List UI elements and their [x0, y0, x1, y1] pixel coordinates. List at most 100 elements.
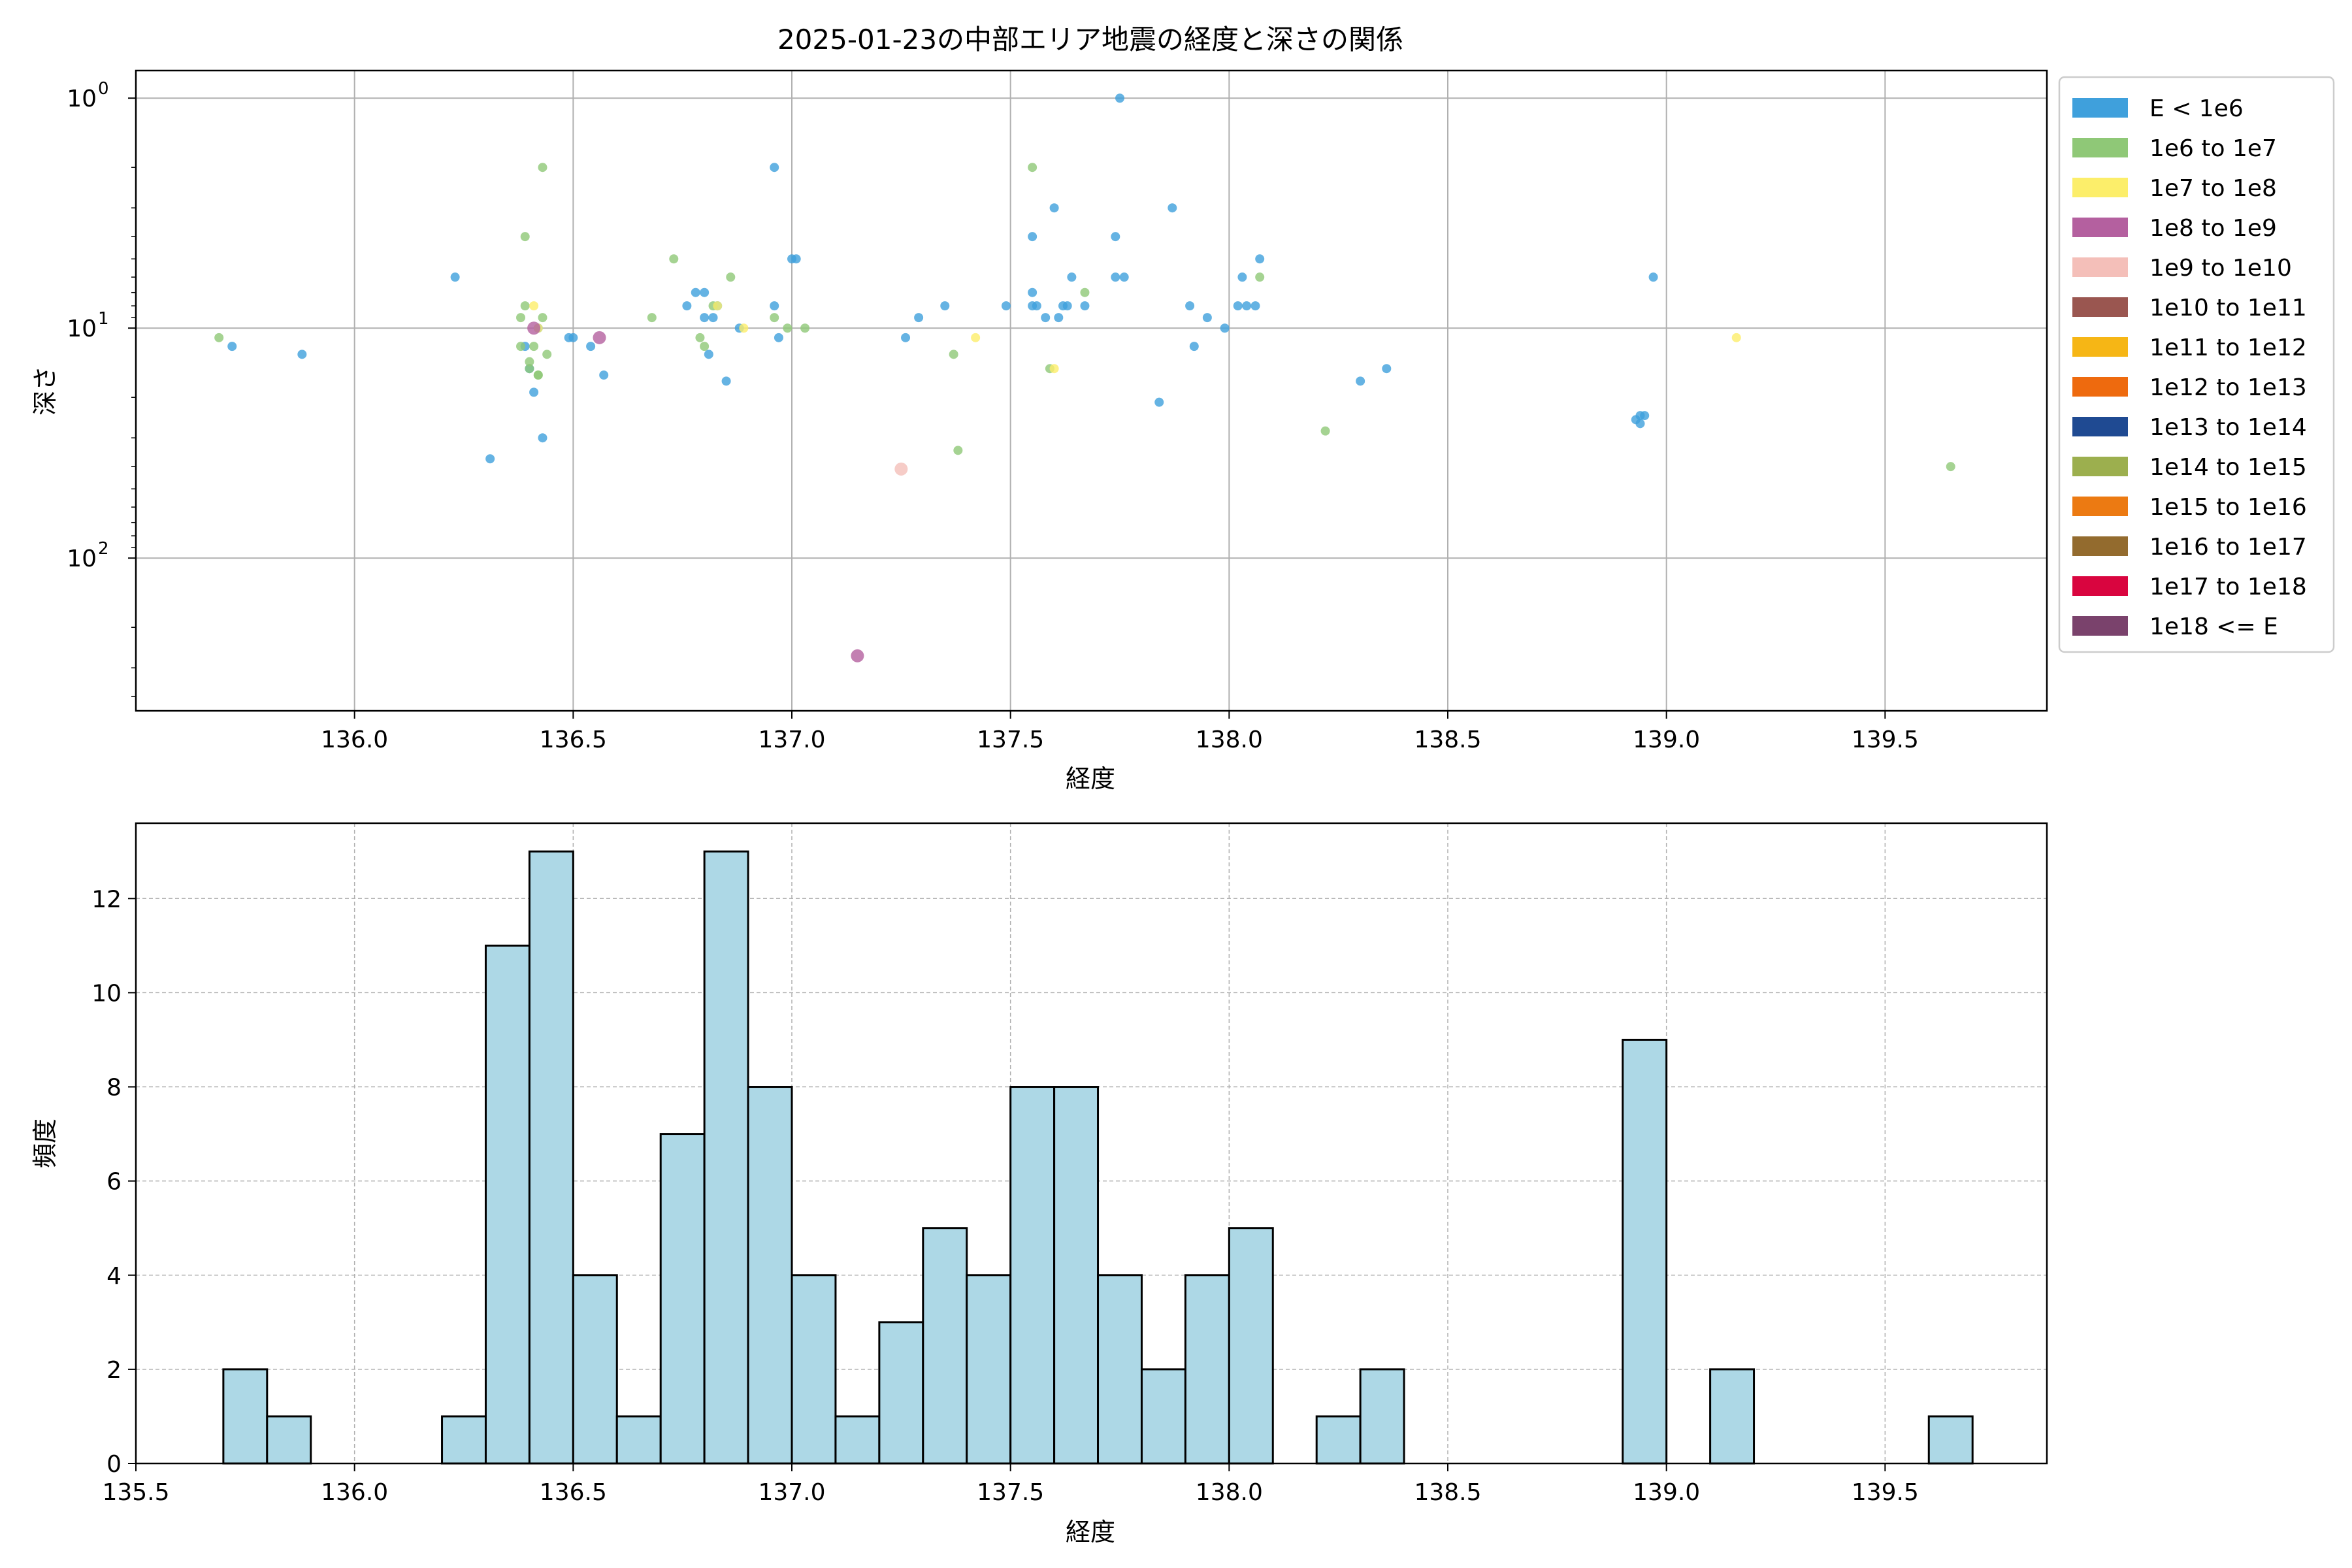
- data-point: [791, 254, 801, 264]
- legend-label: 1e11 to 1e12: [2149, 335, 2307, 361]
- data-point: [940, 301, 950, 311]
- histogram-bar: [922, 1227, 968, 1465]
- x-tick-label: 135.5: [102, 1479, 169, 1506]
- legend-label: 1e17 to 1e18: [2149, 574, 2307, 600]
- data-points: [214, 93, 1955, 662]
- data-point: [695, 333, 705, 342]
- histogram-chart: 135.5 136.0 136.5 137.0 137.5 138.0 138.5 139.0…: [31, 822, 2048, 1546]
- legend-label: 1e7 to 1e8: [2149, 175, 2277, 202]
- data-point: [1242, 301, 1252, 311]
- histogram-bar: [834, 1415, 881, 1465]
- legend-swatch: [2072, 218, 2128, 237]
- x-tick-label: 136.5: [540, 1479, 607, 1506]
- x-tick-label: 138.0: [1196, 727, 1263, 753]
- histogram-bar: [791, 1274, 837, 1465]
- data-point: [770, 301, 779, 311]
- data-point: [901, 333, 911, 342]
- x-tick-label: 138.5: [1414, 727, 1481, 753]
- legend-swatch: [2072, 98, 2128, 118]
- y-tick-label: 10: [67, 86, 97, 112]
- data-point: [971, 333, 981, 342]
- data-point: [520, 301, 530, 311]
- data-point: [538, 433, 547, 443]
- data-point: [1001, 301, 1011, 311]
- legend-label: 1e13 to 1e14: [2149, 414, 2307, 441]
- data-point: [700, 313, 710, 323]
- data-point: [533, 370, 543, 380]
- data-point: [1154, 397, 1164, 407]
- data-point: [704, 350, 713, 359]
- x-axis-label: 経度: [1066, 1518, 1115, 1546]
- y-tick-label: 4: [106, 1263, 122, 1290]
- data-point: [586, 342, 596, 351]
- data-point: [1041, 313, 1051, 323]
- data-point: [1049, 203, 1059, 213]
- data-point: [1255, 272, 1265, 282]
- legend: E < 1e6 1e6 to 1e7 1e7 to 1e8 1e8 to 1e9 1e9…: [2058, 76, 2335, 653]
- data-point: [520, 232, 530, 242]
- data-point: [1115, 93, 1125, 103]
- data-point: [949, 350, 958, 359]
- y-tick-label: 6: [106, 1169, 122, 1196]
- x-tick-label: 138.0: [1196, 1479, 1263, 1506]
- x-axis-label: 経度: [1066, 764, 1115, 793]
- legend-swatch: [2072, 257, 2128, 277]
- data-point: [1220, 323, 1230, 333]
- data-point: [516, 342, 526, 351]
- data-point: [1028, 163, 1037, 172]
- legend-swatch: [2072, 616, 2128, 636]
- data-point: [1640, 411, 1650, 421]
- data-point: [529, 342, 539, 351]
- legend-label: E < 1e6: [2149, 95, 2244, 122]
- data-point: [851, 649, 864, 662]
- y-tick-label: 0: [106, 1451, 122, 1478]
- histogram-bar: [878, 1321, 924, 1465]
- histogram-bar: [703, 850, 749, 1465]
- data-point: [1946, 462, 1955, 472]
- data-point: [770, 163, 779, 172]
- data-point: [529, 387, 539, 397]
- histogram-bar: [1140, 1368, 1186, 1465]
- legend-swatch: [2072, 297, 2128, 317]
- x-tick-label: 136.0: [321, 1479, 388, 1506]
- legend-swatch: [2072, 138, 2128, 157]
- y-tick-exponent: 1: [98, 309, 109, 329]
- x-axis-ticks: 136.0 136.5 137.0 137.5 138.0 138.5 139.0 139.5: [321, 711, 1919, 753]
- chart-title: 2025-01-23の中部エリア地震の経度と深さの関係: [777, 24, 1403, 56]
- histogram-bar: [1184, 1274, 1230, 1465]
- x-tick-label: 139.5: [1852, 1479, 1919, 1506]
- data-point: [1382, 364, 1392, 374]
- data-point: [538, 313, 547, 323]
- data-point: [1731, 333, 1741, 342]
- data-point: [527, 321, 541, 335]
- histogram-bar: [747, 1086, 793, 1465]
- x-axis-ticks: 135.5 136.0 136.5 137.0 137.5 138.0 138.5 139.0…: [102, 1463, 1919, 1506]
- plot-area: [135, 69, 2048, 712]
- data-point: [485, 454, 495, 464]
- x-tick-label: 137.0: [758, 1479, 825, 1506]
- histogram-bar: [484, 944, 531, 1465]
- histogram-bar: [1053, 1086, 1100, 1465]
- y-tick-label: 8: [106, 1075, 122, 1102]
- histogram-bars: [222, 850, 1974, 1465]
- data-point: [700, 287, 710, 297]
- histogram-bar: [1009, 1086, 1056, 1465]
- plot-area: [135, 822, 2048, 1465]
- x-tick-label: 137.0: [758, 727, 825, 753]
- data-point: [542, 350, 552, 359]
- data-point: [726, 272, 736, 282]
- histogram-bar: [1315, 1415, 1362, 1465]
- data-point: [953, 446, 963, 455]
- data-point: [1111, 272, 1120, 282]
- x-tick-label: 139.0: [1633, 727, 1700, 753]
- x-tick-label: 139.5: [1852, 727, 1919, 753]
- data-point: [214, 333, 224, 342]
- data-point: [1080, 301, 1090, 311]
- y-tick-exponent: 2: [98, 539, 109, 559]
- data-point: [1168, 203, 1177, 213]
- x-tick-label: 137.5: [977, 727, 1044, 753]
- data-point: [516, 313, 526, 323]
- data-point: [1320, 426, 1330, 436]
